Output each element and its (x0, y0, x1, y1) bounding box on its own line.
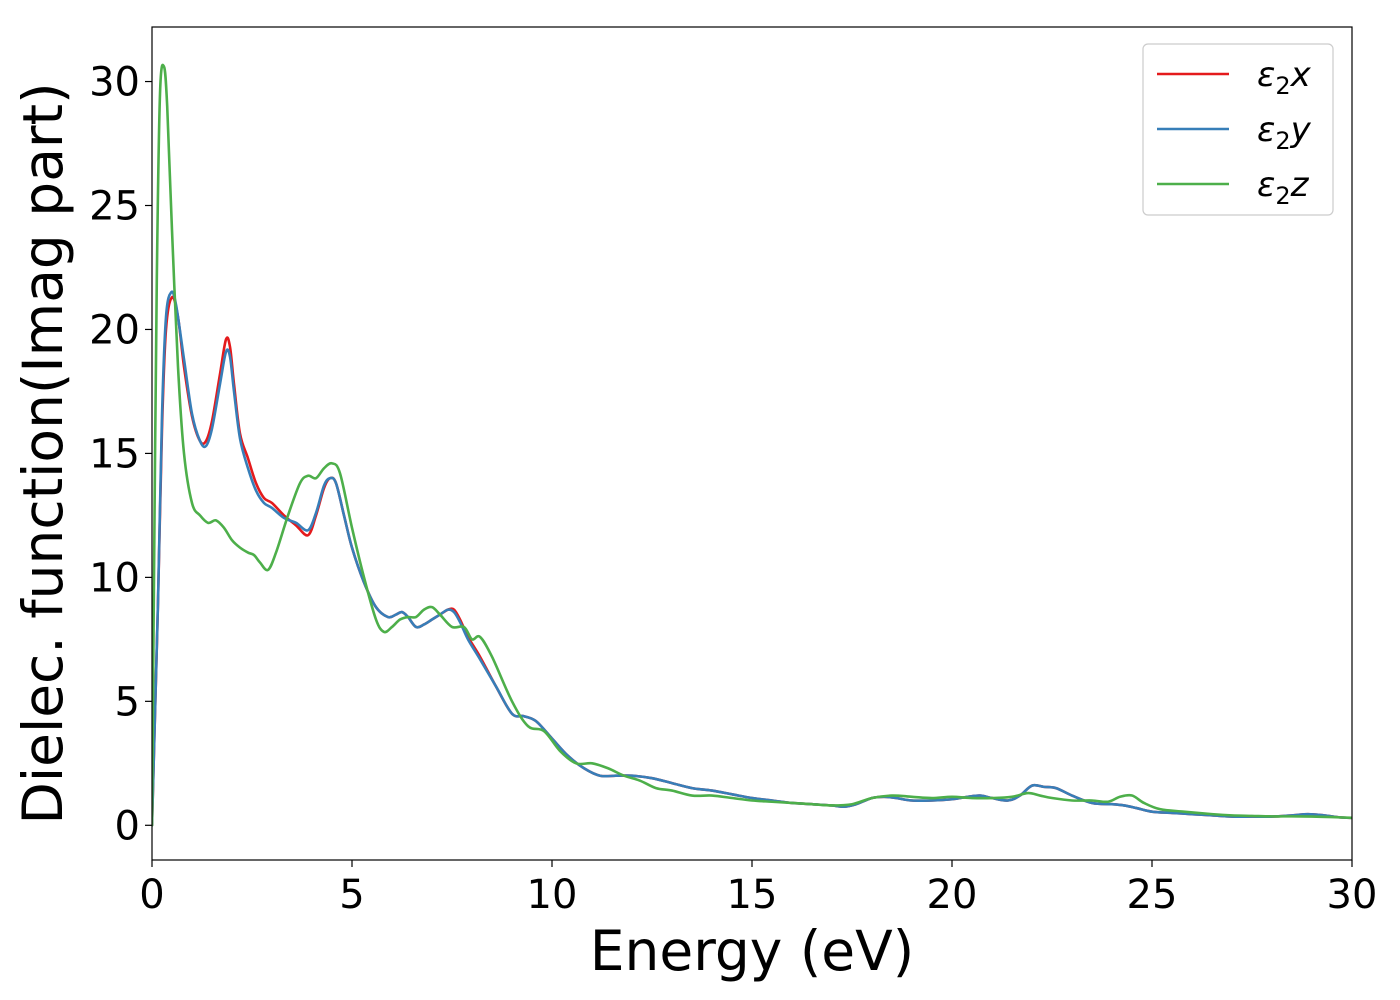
legend-label-base: ε (1257, 165, 1275, 205)
x-tick-label: 20 (927, 872, 978, 918)
y-axis-label: Dielec. function(Imag part) (11, 82, 75, 824)
y-tick-label: 0 (115, 803, 140, 849)
y-tick-label: 15 (89, 431, 140, 477)
series-line-y (152, 290, 1352, 827)
x-tick-label: 5 (339, 872, 364, 918)
y-tick-label: 30 (89, 60, 140, 106)
legend-label-base: ε (1257, 110, 1275, 150)
legend-label-x: ε2x (1257, 55, 1312, 100)
plot-area (152, 63, 1352, 827)
legend-label-subscript: 2 (1275, 182, 1290, 210)
legend-label-y: ε2y (1257, 110, 1312, 155)
x-tick-label: 10 (527, 872, 578, 918)
legend-label-z: ε2z (1257, 165, 1310, 210)
legend-box (1142, 43, 1334, 216)
x-axis-label: Energy (eV) (590, 919, 914, 983)
y-tick-label: 5 (115, 679, 140, 725)
legend-label-base: ε (1257, 55, 1275, 95)
x-axis: 0 5 10 15 20 25 30 (139, 860, 1377, 918)
legend-label-subscript: 2 (1275, 127, 1290, 155)
x-tick-label: 30 (1327, 872, 1378, 918)
x-tick-label: 25 (1127, 872, 1178, 918)
y-tick-label: 25 (89, 184, 140, 230)
legend-label-variable: x (1290, 55, 1312, 95)
x-tick-label: 0 (139, 872, 164, 918)
legend-label-subscript: 2 (1275, 72, 1290, 100)
legend-label-variable: y (1290, 110, 1312, 150)
series-line-z (152, 63, 1352, 827)
y-tick-label: 10 (89, 555, 140, 601)
y-tick-label: 20 (89, 307, 140, 353)
x-tick-label: 15 (727, 872, 778, 918)
y-axis: 0 5 10 15 20 25 30 (89, 60, 152, 849)
legend-label-variable: z (1290, 165, 1310, 205)
